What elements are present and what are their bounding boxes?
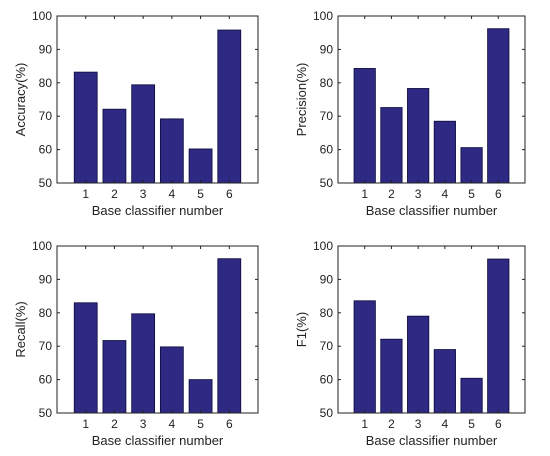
y-tick-label: 90 [320,42,334,56]
y-tick-label: 70 [320,109,334,123]
y-tick-label: 80 [320,306,334,320]
x-axis-label: Base classifier number [92,433,224,448]
bar-3 [407,88,430,184]
y-tick-label: 60 [320,373,334,387]
bar-5 [460,377,483,414]
bar-4 [159,346,184,414]
y-tick-label: 50 [39,176,53,190]
axes-frame [56,15,259,184]
y-tick-label: 100 [32,239,52,253]
x-tick-label: 4 [442,417,449,431]
x-tick-label: 3 [140,417,147,431]
x-tick-label: 6 [226,417,233,431]
y-tick-label: 90 [39,42,53,56]
bar-5 [188,148,213,184]
x-tick-label: 3 [415,187,422,201]
x-axis-label: Base classifier number [92,203,224,218]
x-tick-label: 1 [361,417,368,431]
axes-frame [337,245,526,414]
bar-1 [353,300,376,414]
x-tick-label: 1 [82,417,89,431]
y-tick-label: 80 [39,76,53,90]
axes-frame [56,245,259,414]
x-tick-label: 5 [468,417,475,431]
y-axis-label: Recall(%) [13,301,28,357]
x-axis-label: Base classifier number [366,203,498,218]
bar-2 [102,340,127,414]
y-axis-label: Precision(%) [294,63,309,137]
bar-2 [380,107,403,184]
x-tick-label: 1 [82,187,89,201]
y-tick-label: 100 [313,9,333,23]
y-tick-label: 100 [32,9,52,23]
y-tick-label: 100 [313,239,333,253]
y-tick-label: 60 [39,143,53,157]
x-tick-label: 2 [388,417,395,431]
bar-3 [131,84,156,184]
x-tick-label: 5 [468,187,475,201]
subplot-4: 1 2 3 4 5 6 50 60 70 80 90 100 Base classifier numbe… [294,239,526,448]
bar-1 [73,71,98,184]
x-tick-label: 2 [388,187,395,201]
bar-2 [380,338,403,414]
x-axis-label: Base classifier number [366,433,498,448]
y-tick-label: 70 [39,339,53,353]
y-tick-label: 50 [39,406,53,420]
bar-4 [433,120,456,184]
x-tick-label: 4 [442,187,449,201]
bar-6 [487,258,510,414]
axes-frame [337,15,526,184]
y-tick-label: 80 [320,76,334,90]
y-tick-label: 50 [320,176,334,190]
bar-1 [73,302,98,414]
subplot-2: 1 2 3 4 5 6 50 60 70 80 90 100 Base classifier numbe… [294,9,526,218]
x-tick-label: 5 [197,417,204,431]
x-tick-label: 3 [415,417,422,431]
bar-2 [102,108,127,184]
x-tick-label: 2 [111,417,118,431]
bar-4 [159,118,184,184]
bar-5 [188,379,213,414]
bar-1 [353,68,376,184]
subplot-3: 1 2 3 4 5 6 50 60 70 80 90 100 Base classifier numbe… [13,239,259,448]
bar-6 [487,28,510,184]
x-tick-label: 6 [226,187,233,201]
y-tick-label: 70 [39,109,53,123]
x-tick-label: 6 [495,417,502,431]
bar-4 [433,349,456,414]
bar-3 [407,315,430,414]
y-tick-label: 60 [39,373,53,387]
x-tick-label: 3 [140,187,147,201]
y-tick-label: 50 [320,406,334,420]
subplot-1: 1 2 3 4 5 6 50 60 70 80 90 100 Base classifier numbe… [13,9,259,218]
bar-6 [217,29,242,184]
bar-6 [217,258,242,414]
x-tick-label: 6 [495,187,502,201]
y-tick-label: 90 [39,272,53,286]
x-tick-label: 4 [169,187,176,201]
y-tick-label: 80 [39,306,53,320]
y-axis-label: F1(%) [294,312,309,347]
x-tick-label: 1 [361,187,368,201]
y-tick-label: 60 [320,143,334,157]
bar-3 [131,313,156,414]
x-tick-label: 5 [197,187,204,201]
bar-5 [460,147,483,184]
x-tick-label: 2 [111,187,118,201]
y-tick-label: 90 [320,272,334,286]
y-axis-label: Accuracy(%) [13,63,28,137]
y-tick-label: 70 [320,339,334,353]
x-tick-label: 4 [169,417,176,431]
